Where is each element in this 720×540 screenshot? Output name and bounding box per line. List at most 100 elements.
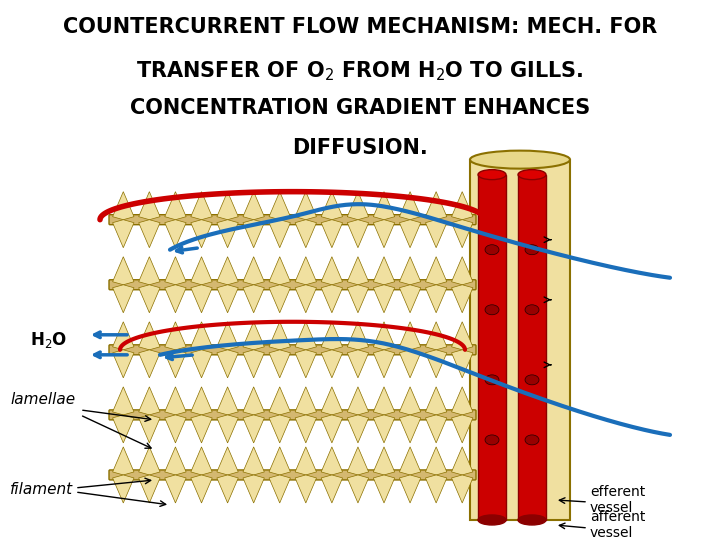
Ellipse shape bbox=[525, 435, 539, 445]
Polygon shape bbox=[374, 285, 395, 313]
Polygon shape bbox=[217, 322, 238, 350]
Polygon shape bbox=[321, 192, 343, 220]
Text: afferent
vessel: afferent vessel bbox=[590, 510, 645, 540]
Polygon shape bbox=[321, 447, 343, 475]
Polygon shape bbox=[139, 285, 160, 313]
Polygon shape bbox=[112, 387, 134, 415]
Polygon shape bbox=[295, 415, 317, 443]
Polygon shape bbox=[191, 256, 212, 285]
Polygon shape bbox=[451, 387, 473, 415]
Polygon shape bbox=[165, 285, 186, 313]
Polygon shape bbox=[426, 415, 447, 443]
Polygon shape bbox=[295, 192, 317, 220]
Polygon shape bbox=[374, 220, 395, 248]
Ellipse shape bbox=[525, 245, 539, 255]
Polygon shape bbox=[347, 322, 369, 350]
Polygon shape bbox=[374, 350, 395, 378]
Polygon shape bbox=[295, 220, 317, 248]
Polygon shape bbox=[165, 256, 186, 285]
Polygon shape bbox=[347, 192, 369, 220]
Polygon shape bbox=[191, 192, 212, 220]
Polygon shape bbox=[347, 415, 369, 443]
Polygon shape bbox=[347, 220, 369, 248]
Polygon shape bbox=[374, 447, 395, 475]
Text: TRANSFER OF O$_2$ FROM H$_2$O TO GILLS.: TRANSFER OF O$_2$ FROM H$_2$O TO GILLS. bbox=[136, 59, 584, 83]
Polygon shape bbox=[426, 447, 447, 475]
Polygon shape bbox=[400, 415, 420, 443]
Polygon shape bbox=[112, 415, 134, 443]
Polygon shape bbox=[295, 387, 317, 415]
Polygon shape bbox=[269, 322, 290, 350]
Ellipse shape bbox=[518, 170, 546, 180]
Polygon shape bbox=[243, 285, 264, 313]
Polygon shape bbox=[426, 322, 447, 350]
Polygon shape bbox=[269, 220, 290, 248]
Polygon shape bbox=[139, 415, 160, 443]
Polygon shape bbox=[139, 387, 160, 415]
Polygon shape bbox=[374, 192, 395, 220]
Polygon shape bbox=[243, 192, 264, 220]
Polygon shape bbox=[269, 447, 290, 475]
Polygon shape bbox=[112, 350, 134, 378]
FancyBboxPatch shape bbox=[470, 160, 570, 520]
Polygon shape bbox=[295, 475, 317, 503]
Polygon shape bbox=[451, 415, 473, 443]
Polygon shape bbox=[112, 322, 134, 350]
Polygon shape bbox=[321, 322, 343, 350]
Polygon shape bbox=[165, 192, 186, 220]
Polygon shape bbox=[400, 220, 420, 248]
Polygon shape bbox=[217, 192, 238, 220]
Polygon shape bbox=[321, 415, 343, 443]
Polygon shape bbox=[374, 387, 395, 415]
FancyBboxPatch shape bbox=[109, 470, 476, 480]
Polygon shape bbox=[191, 447, 212, 475]
Polygon shape bbox=[451, 322, 473, 350]
Polygon shape bbox=[374, 256, 395, 285]
Text: CONCENTRATION GRADIENT ENHANCES: CONCENTRATION GRADIENT ENHANCES bbox=[130, 98, 590, 118]
Polygon shape bbox=[139, 447, 160, 475]
Polygon shape bbox=[191, 415, 212, 443]
Polygon shape bbox=[269, 475, 290, 503]
Polygon shape bbox=[165, 387, 186, 415]
FancyBboxPatch shape bbox=[109, 410, 476, 420]
Polygon shape bbox=[112, 475, 134, 503]
Polygon shape bbox=[217, 387, 238, 415]
Polygon shape bbox=[269, 192, 290, 220]
Polygon shape bbox=[400, 350, 420, 378]
FancyBboxPatch shape bbox=[109, 345, 476, 355]
Polygon shape bbox=[191, 350, 212, 378]
Ellipse shape bbox=[478, 515, 506, 525]
Polygon shape bbox=[165, 447, 186, 475]
Polygon shape bbox=[165, 322, 186, 350]
Polygon shape bbox=[217, 447, 238, 475]
Ellipse shape bbox=[485, 375, 499, 385]
Ellipse shape bbox=[485, 245, 499, 255]
Polygon shape bbox=[347, 350, 369, 378]
Polygon shape bbox=[374, 475, 395, 503]
FancyBboxPatch shape bbox=[109, 215, 476, 225]
Ellipse shape bbox=[485, 305, 499, 315]
Polygon shape bbox=[243, 256, 264, 285]
Text: DIFFUSION.: DIFFUSION. bbox=[292, 138, 428, 158]
Polygon shape bbox=[217, 285, 238, 313]
Polygon shape bbox=[112, 192, 134, 220]
Ellipse shape bbox=[525, 375, 539, 385]
Polygon shape bbox=[400, 387, 420, 415]
Bar bbox=[478, 174, 506, 520]
Polygon shape bbox=[400, 285, 420, 313]
Text: efferent
vessel: efferent vessel bbox=[590, 485, 645, 515]
Polygon shape bbox=[295, 447, 317, 475]
Polygon shape bbox=[243, 475, 264, 503]
Polygon shape bbox=[374, 322, 395, 350]
Polygon shape bbox=[426, 387, 447, 415]
Polygon shape bbox=[426, 285, 447, 313]
Polygon shape bbox=[295, 322, 317, 350]
Polygon shape bbox=[321, 256, 343, 285]
Polygon shape bbox=[165, 475, 186, 503]
Text: H$_2$O: H$_2$O bbox=[30, 330, 68, 350]
Polygon shape bbox=[347, 256, 369, 285]
Polygon shape bbox=[139, 350, 160, 378]
Polygon shape bbox=[243, 322, 264, 350]
Text: COUNTERCURRENT FLOW MECHANISM: MECH. FOR: COUNTERCURRENT FLOW MECHANISM: MECH. FOR bbox=[63, 17, 657, 37]
Bar bbox=[518, 174, 546, 520]
